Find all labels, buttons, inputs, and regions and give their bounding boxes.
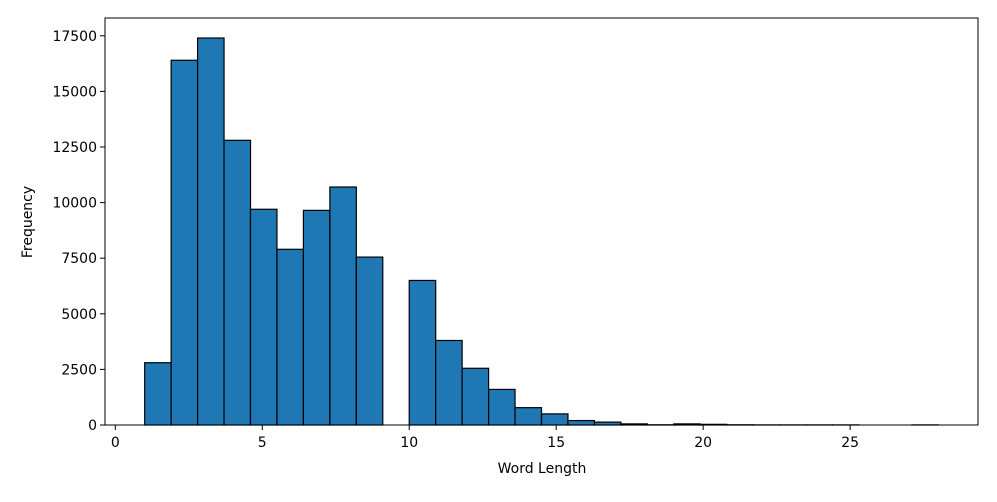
bar: [462, 368, 488, 425]
bar: [568, 421, 594, 425]
bar: [277, 249, 303, 425]
bar: [198, 38, 224, 425]
bar: [542, 414, 568, 425]
x-tick-label: 10: [400, 435, 418, 451]
x-tick-label: 0: [111, 435, 120, 451]
y-tick-label: 5000: [61, 307, 97, 323]
bar: [409, 280, 435, 425]
y-tick-label: 15000: [52, 84, 97, 100]
bar: [251, 209, 277, 425]
x-axis-label: Word Length: [498, 461, 587, 477]
bar: [515, 408, 541, 425]
y-tick-label: 7500: [61, 251, 97, 267]
y-tick-label: 12500: [52, 140, 97, 156]
x-tick-label: 25: [841, 435, 859, 451]
bar: [303, 210, 329, 425]
bar: [145, 363, 171, 425]
x-tick-label: 15: [547, 435, 565, 451]
y-tick-label: 10000: [52, 196, 97, 212]
bar: [224, 140, 250, 425]
bar: [489, 389, 515, 425]
y-axis-label: Frequency: [20, 186, 36, 258]
bar: [330, 187, 356, 425]
y-tick-label: 17500: [52, 29, 97, 45]
bar: [171, 60, 197, 425]
y-tick-label: 0: [88, 418, 97, 434]
bar: [436, 340, 462, 425]
x-tick-label: 20: [694, 435, 712, 451]
y-tick-label: 2500: [61, 362, 97, 378]
x-tick-label: 5: [258, 435, 267, 451]
bar: [356, 257, 382, 425]
